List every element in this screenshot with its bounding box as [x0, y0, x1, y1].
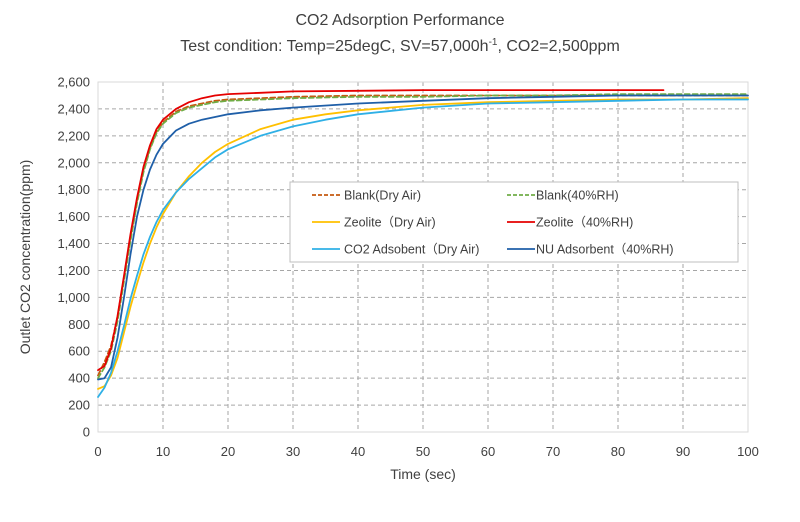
x-axis-label: Time (sec) — [390, 466, 456, 482]
y-tick-label: 2,600 — [57, 75, 90, 90]
legend-label-1: Blank(Dry Air) — [344, 189, 421, 203]
legend-label-4: Zeolite（40%RH) — [536, 216, 633, 230]
y-tick-label: 200 — [68, 398, 90, 413]
chart-subtitle-suffix: , CO2=2,500ppm — [497, 38, 619, 55]
x-tick-label: 40 — [351, 444, 365, 459]
y-tick-label: 400 — [68, 371, 90, 386]
y-tick-label: 1,200 — [57, 263, 90, 278]
legend-label-2: Blank(40%RH) — [536, 189, 619, 203]
x-tick-label: 30 — [286, 444, 300, 459]
chart-title: CO2 Adsorption Performance — [296, 12, 505, 29]
x-tick-label: 100 — [737, 444, 759, 459]
y-tick-label: 2,000 — [57, 155, 90, 170]
y-tick-label: 0 — [83, 425, 90, 440]
y-tick-label: 2,200 — [57, 128, 90, 143]
legend-label-5: CO2 Adsobent（Dry Air) — [344, 243, 479, 257]
y-tick-label: 1,800 — [57, 182, 90, 197]
x-tick-label: 80 — [611, 444, 625, 459]
x-tick-label: 10 — [156, 444, 170, 459]
y-tick-label: 1,000 — [57, 290, 90, 305]
chart-subtitle-prefix: Test condition: Temp=25degC, SV=57,000h — [180, 38, 488, 55]
y-tick-label: 2,400 — [57, 101, 90, 116]
y-axis-label: Outlet CO2 concentration(ppm) — [17, 160, 33, 355]
y-tick-label: 1,600 — [57, 209, 90, 224]
x-axis-ticks: 0 10 20 30 40 50 60 70 80 90 100 — [94, 444, 758, 459]
y-axis-ticks: 0 200 400 600 800 1,000 1,200 1,400 1,600 1,800 2,… — [57, 75, 90, 440]
legend-label-3: Zeolite（Dry Air) — [344, 216, 436, 230]
y-tick-label: 800 — [68, 317, 90, 332]
x-tick-label: 50 — [416, 444, 430, 459]
x-tick-label: 70 — [546, 444, 560, 459]
x-tick-label: 60 — [481, 444, 495, 459]
x-tick-label: 0 — [94, 444, 101, 459]
chart-subtitle: Test condition: Temp=25degC, SV=57,000h-… — [180, 37, 620, 55]
x-tick-label: 90 — [676, 444, 690, 459]
x-tick-label: 20 — [221, 444, 235, 459]
legend: Blank(Dry Air) Blank(40%RH) Zeolite（Dry Ai… — [290, 182, 738, 262]
y-tick-label: 1,400 — [57, 236, 90, 251]
y-tick-label: 600 — [68, 344, 90, 359]
legend-label-6: NU Adsorbent（40%RH) — [536, 243, 674, 257]
